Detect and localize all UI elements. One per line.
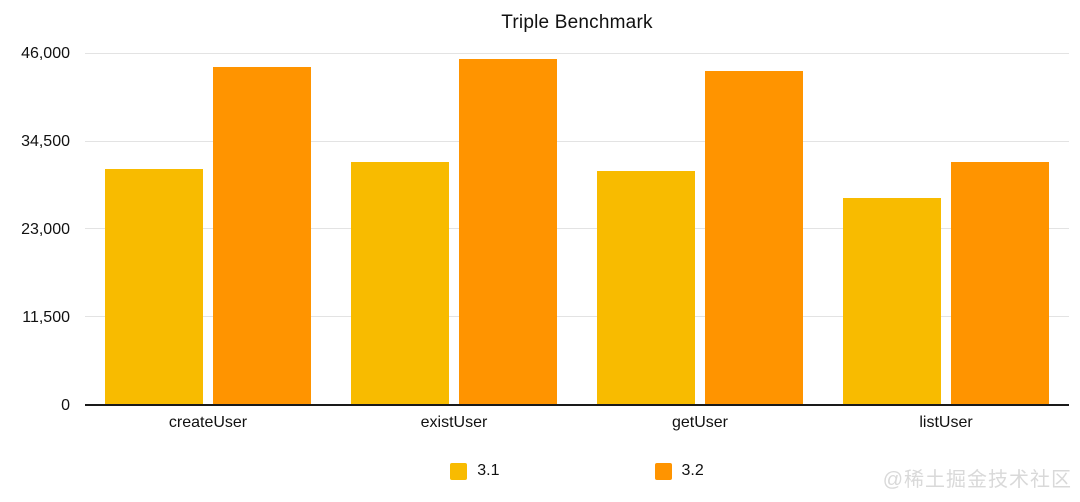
bar-3.2-getUser	[705, 70, 803, 404]
y-tick-label: 23,000	[21, 221, 70, 238]
x-tick-label: listUser	[919, 414, 973, 431]
bar-group-createUser	[85, 54, 331, 404]
x-tick-label: existUser	[420, 414, 488, 431]
plot-area	[85, 53, 1069, 406]
gridline	[85, 228, 1069, 229]
watermark: @稀土掘金技术社区	[882, 469, 1072, 491]
bar-group-existUser	[331, 54, 577, 404]
bar-3.2-listUser	[951, 162, 1049, 404]
legend-item-3.1: 3.1	[450, 462, 500, 480]
y-tick-label: 0	[61, 397, 70, 414]
chart-title: Triple Benchmark	[501, 12, 653, 33]
legend-label: 3.1	[477, 462, 500, 479]
x-tick-label: getUser	[671, 414, 729, 431]
x-tick-label: createUser	[168, 414, 248, 431]
bar-3.2-existUser	[459, 59, 557, 404]
legend-label: 3.2	[681, 462, 704, 479]
gridline	[85, 53, 1069, 54]
y-tick-label: 11,500	[22, 309, 70, 326]
gridline	[85, 140, 1069, 142]
bar-3.1-listUser	[843, 197, 941, 404]
bar-group-listUser	[823, 54, 1069, 404]
y-tick-label: 46,000	[21, 45, 70, 62]
bar-3.1-existUser	[351, 162, 449, 404]
y-axis: 0 11,500 23,000 34,500 46,000	[0, 45, 70, 414]
bar-3.1-getUser	[597, 171, 695, 404]
legend-swatch	[654, 462, 672, 480]
legend: 3.1 3.2	[85, 462, 1069, 480]
legend-swatch	[450, 462, 468, 480]
x-axis: createUser existUser getUser listUser	[85, 414, 1069, 432]
bar-3.1-createUser	[105, 168, 203, 404]
bar-group-getUser	[577, 54, 823, 404]
y-tick-label: 34,500	[21, 133, 70, 150]
bar-3.2-createUser	[213, 66, 311, 404]
gridline	[85, 315, 1069, 317]
legend-item-3.2: 3.2	[654, 462, 704, 480]
